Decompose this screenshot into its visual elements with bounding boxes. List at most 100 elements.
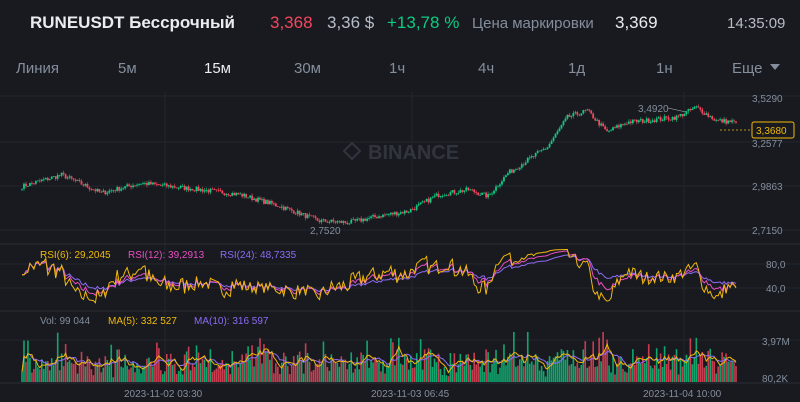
volume-bar: [566, 349, 569, 382]
candle-body: [411, 209, 414, 210]
volume-bar: [237, 367, 239, 382]
volume-bar: [201, 358, 204, 382]
volume-bar: [43, 368, 45, 382]
candle-body: [257, 197, 259, 202]
candle-body: [586, 109, 589, 111]
volume-bar: [622, 369, 624, 382]
candle-body: [108, 190, 111, 193]
candle-body: [550, 140, 553, 144]
volume-bar: [249, 359, 251, 382]
volume-bar: [400, 363, 402, 382]
candle-body: [713, 119, 716, 121]
candle-body: [84, 184, 87, 186]
volume-bar: [570, 364, 573, 382]
candle-body: [485, 192, 487, 198]
volume-bar: [421, 369, 424, 382]
candle-body: [495, 186, 497, 191]
volume-bar: [112, 377, 115, 382]
volume-bar: [330, 354, 333, 382]
volume-bar: [471, 369, 474, 382]
volume-bar: [610, 372, 612, 382]
tab-1d[interactable]: 1д: [568, 60, 586, 77]
candle-body: [390, 212, 392, 215]
volume-bar: [447, 376, 450, 382]
volume-bar: [497, 373, 499, 382]
pane-separators: [0, 243, 800, 384]
candle-body: [290, 208, 293, 211]
volume-bar: [229, 374, 232, 382]
volume-bar: [509, 353, 511, 382]
candle-body: [514, 168, 517, 170]
volume-bar: [443, 367, 446, 382]
volume-bar: [697, 363, 700, 382]
volume-bar: [318, 359, 321, 382]
volume-bar: [429, 349, 432, 382]
volume-bar: [160, 370, 162, 382]
tab-15m[interactable]: 15м: [204, 60, 231, 77]
volume-bar: [687, 357, 690, 382]
candle-body: [624, 123, 626, 125]
volume-bar: [164, 371, 166, 382]
symbol-title[interactable]: RUNEUSDT Бессрочный: [30, 13, 235, 32]
candle-body: [518, 167, 521, 170]
tab-4h[interactable]: 4ч: [478, 60, 495, 77]
volume-bar: [665, 363, 668, 382]
volume-bar: [630, 363, 632, 382]
rsi6-line: [22, 249, 737, 304]
volume-bar: [425, 353, 428, 382]
candle-body: [548, 143, 551, 148]
volume-bar: [624, 371, 626, 382]
candle-body: [280, 206, 283, 208]
volume-bar: [334, 362, 337, 382]
candle-body: [328, 221, 331, 223]
candle-body: [397, 213, 400, 216]
mark-price-value: 3,369: [615, 13, 658, 32]
tab-line[interactable]: Линия: [16, 60, 60, 77]
candle-body: [675, 115, 678, 120]
volume-bar: [195, 345, 198, 382]
tab-more[interactable]: Еще: [732, 60, 763, 77]
candle-body: [673, 117, 676, 120]
rsi6-legend: RSI(6): 29,2045: [40, 250, 111, 261]
candle-body: [211, 188, 214, 190]
volume-bar: [683, 360, 686, 382]
volume-bar: [255, 356, 257, 382]
volume-bar: [517, 365, 519, 382]
candle-body: [66, 177, 69, 179]
volume-bar: [515, 366, 517, 382]
candle-body: [604, 126, 606, 130]
candle-body: [364, 218, 367, 221]
volume-bar: [358, 369, 360, 382]
tab-1h[interactable]: 1ч: [389, 60, 406, 77]
volume-bar: [522, 366, 525, 382]
volume-bar: [598, 337, 600, 382]
volume-bar: [185, 351, 188, 382]
tab-30m[interactable]: 30м: [294, 60, 321, 77]
candle-body: [251, 195, 253, 200]
candle-body: [88, 187, 91, 190]
candle-body: [618, 125, 620, 128]
candle-body: [701, 109, 704, 114]
candlestick-series: [21, 104, 737, 226]
candle-body: [608, 130, 610, 132]
tab-5m[interactable]: 5м: [118, 60, 137, 77]
chevron-down-icon[interactable]: [770, 64, 780, 70]
candle-body: [453, 190, 456, 194]
volume-bar: [300, 360, 303, 382]
candle-body: [443, 195, 446, 197]
volume-bar: [552, 357, 555, 382]
candle-body: [413, 209, 416, 211]
candle-body: [94, 189, 97, 192]
tab-1w[interactable]: 1н: [656, 60, 673, 77]
volume-bar: [729, 362, 731, 382]
volume-bar: [39, 369, 41, 382]
candle-body: [729, 120, 731, 123]
volume-bar: [651, 368, 654, 382]
candle-body: [629, 121, 632, 124]
volume-bar: [140, 373, 142, 382]
candle-body: [463, 190, 466, 192]
candle-body: [683, 114, 686, 117]
candle-body: [229, 195, 232, 197]
candle-body: [320, 219, 323, 223]
